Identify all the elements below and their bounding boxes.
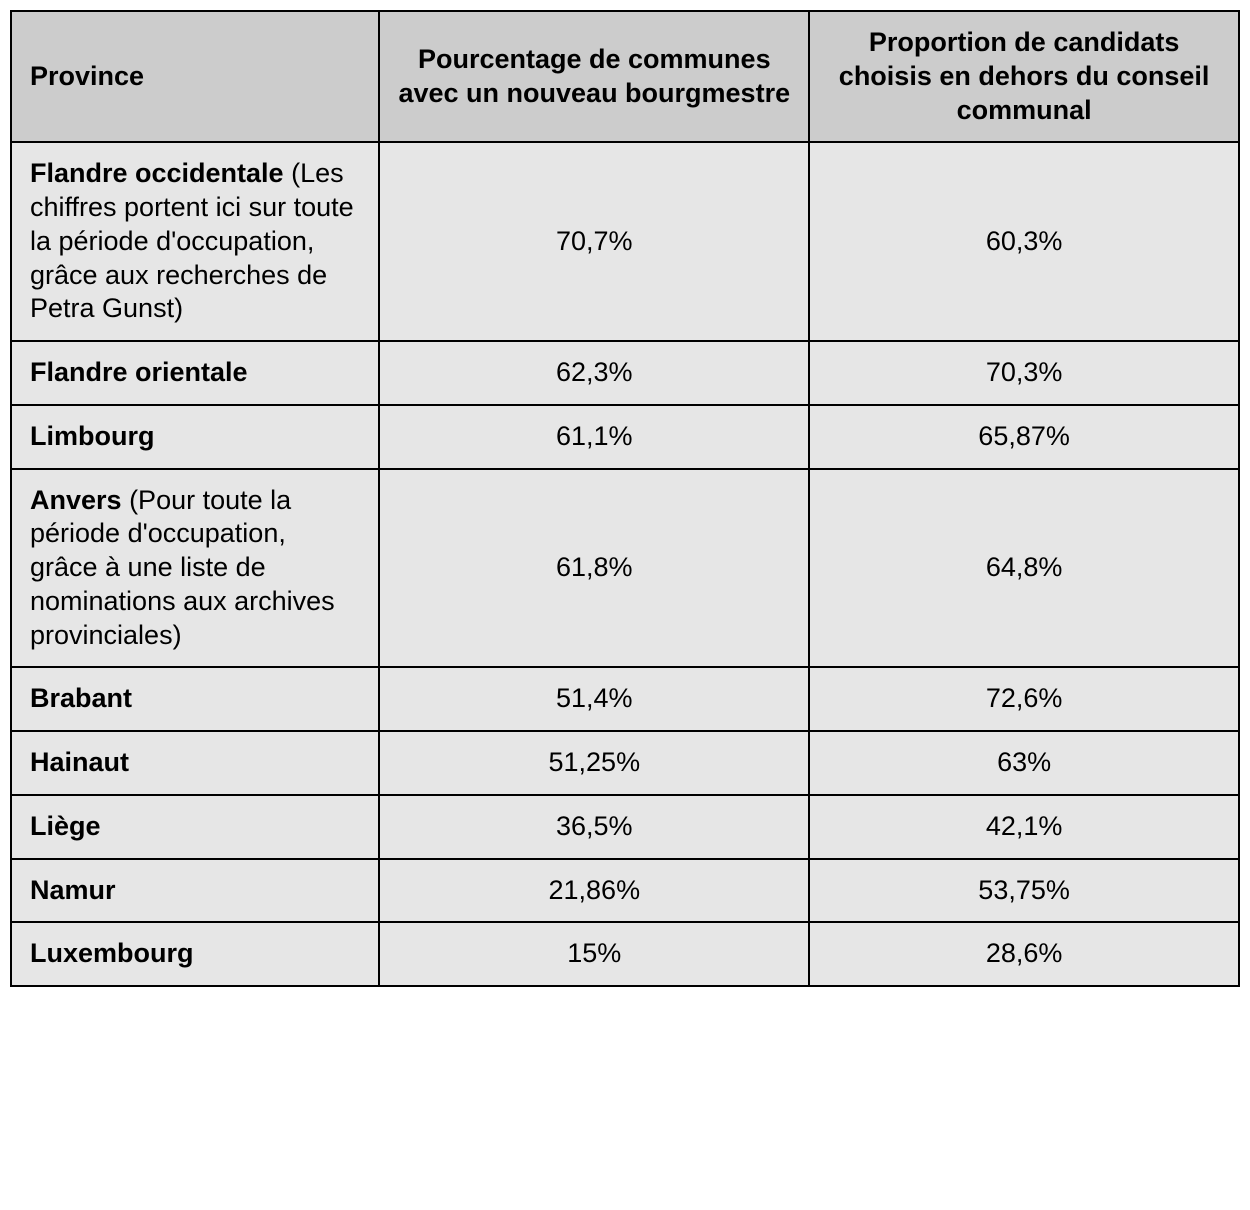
table-row: Hainaut 51,25% 63% xyxy=(11,731,1239,795)
cell-value: 70,7% xyxy=(379,142,809,341)
table-body: Flandre occidentale (Les chiffres porten… xyxy=(11,142,1239,986)
cell-value: 51,25% xyxy=(379,731,809,795)
cell-value: 62,3% xyxy=(379,341,809,405)
col-header-pct-new-mayor: Pourcentage de communes avec un nouveau … xyxy=(379,11,809,142)
table-row: Anvers (Pour toute la période d'occupati… xyxy=(11,469,1239,668)
cell-province: Flandre occidentale (Les chiffres porten… xyxy=(11,142,379,341)
cell-province: Luxembourg xyxy=(11,922,379,986)
cell-value: 42,1% xyxy=(809,795,1239,859)
cell-value: 63% xyxy=(809,731,1239,795)
province-name: Limbourg xyxy=(30,421,154,451)
province-name: Anvers xyxy=(30,485,122,515)
table-row: Flandre orientale 62,3% 70,3% xyxy=(11,341,1239,405)
cell-province: Anvers (Pour toute la période d'occupati… xyxy=(11,469,379,668)
province-name: Brabant xyxy=(30,683,132,713)
cell-province: Brabant xyxy=(11,667,379,731)
table-row: Brabant 51,4% 72,6% xyxy=(11,667,1239,731)
table-header: Province Pourcentage de communes avec un… xyxy=(11,11,1239,142)
province-name: Namur xyxy=(30,875,116,905)
col-header-province: Province xyxy=(11,11,379,142)
table-row: Liège 36,5% 42,1% xyxy=(11,795,1239,859)
province-name: Liège xyxy=(30,811,101,841)
cell-value: 60,3% xyxy=(809,142,1239,341)
col-header-prop-outside-council: Proportion de candidats choisis en dehor… xyxy=(809,11,1239,142)
cell-province: Hainaut xyxy=(11,731,379,795)
table-row: Flandre occidentale (Les chiffres porten… xyxy=(11,142,1239,341)
cell-province: Namur xyxy=(11,859,379,923)
cell-value: 51,4% xyxy=(379,667,809,731)
table-row: Luxembourg 15% 28,6% xyxy=(11,922,1239,986)
cell-province: Limbourg xyxy=(11,405,379,469)
cell-value: 72,6% xyxy=(809,667,1239,731)
cell-value: 65,87% xyxy=(809,405,1239,469)
cell-value: 15% xyxy=(379,922,809,986)
table-row: Namur 21,86% 53,75% xyxy=(11,859,1239,923)
cell-value: 21,86% xyxy=(379,859,809,923)
cell-value: 36,5% xyxy=(379,795,809,859)
province-name: Flandre orientale xyxy=(30,357,248,387)
cell-value: 61,8% xyxy=(379,469,809,668)
province-name: Flandre occidentale xyxy=(30,158,284,188)
province-name: Luxembourg xyxy=(30,938,194,968)
cell-province: Liège xyxy=(11,795,379,859)
cell-value: 28,6% xyxy=(809,922,1239,986)
table-row: Limbourg 61,1% 65,87% xyxy=(11,405,1239,469)
cell-value: 64,8% xyxy=(809,469,1239,668)
cell-value: 53,75% xyxy=(809,859,1239,923)
cell-value: 61,1% xyxy=(379,405,809,469)
cell-province: Flandre orientale xyxy=(11,341,379,405)
cell-value: 70,3% xyxy=(809,341,1239,405)
province-table: Province Pourcentage de communes avec un… xyxy=(10,10,1240,987)
province-name: Hainaut xyxy=(30,747,129,777)
